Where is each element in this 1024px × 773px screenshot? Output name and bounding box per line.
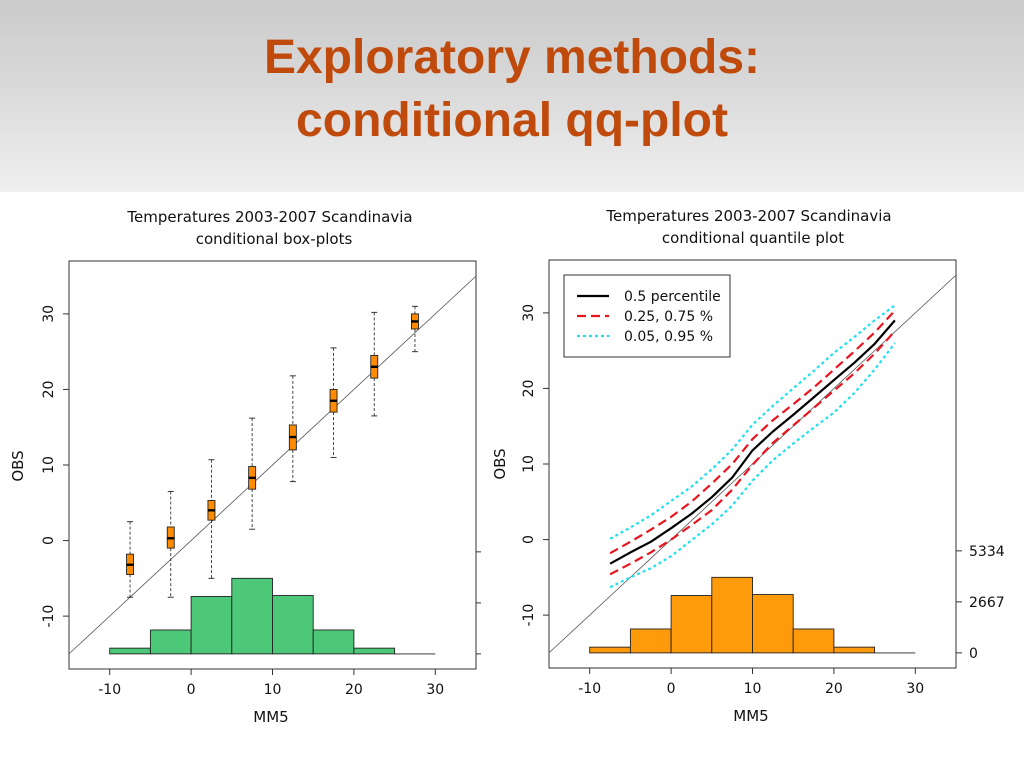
y-tick-label: 20	[521, 380, 537, 398]
y-tick-label: 10	[41, 456, 57, 474]
x-tick-label: 10	[744, 681, 762, 697]
x-tick-label: -10	[98, 682, 121, 698]
boxplot-panel: Temperatures 2003-2007 Scandinavia condi…	[0, 192, 481, 768]
histogram-bar	[109, 647, 151, 655]
x-tick-label: 10	[264, 682, 282, 698]
count-tick-label: 0	[969, 646, 978, 662]
x-tick-label: 20	[345, 682, 363, 698]
x-tick-label: 20	[825, 681, 843, 697]
y-axis-label: OBS	[491, 448, 509, 479]
legend-label: 0.25, 0.75 %	[624, 309, 713, 325]
chart-title: Temperatures 2003-2007 Scandinavia	[126, 208, 412, 226]
histogram-bar	[149, 629, 192, 655]
legend-label: 0.5 percentile	[624, 289, 721, 305]
histogram-bar	[353, 647, 396, 655]
boxplot-chart: Temperatures 2003-2007 Scandinavia condi…	[9, 208, 481, 726]
y-axis-label: OBS	[9, 450, 27, 481]
slide-title-line-1: Exploratory methods:	[263, 31, 761, 84]
quantile-line	[609, 319, 896, 565]
reference-line	[68, 275, 477, 655]
histogram-bar	[312, 629, 355, 655]
y-tick-label: -10	[41, 605, 57, 628]
quantile-line	[609, 330, 896, 576]
slide-title-line-2: conditional qq-plot	[296, 94, 728, 147]
legend-label: 0.05, 0.95 %	[624, 329, 713, 345]
histogram-bar	[752, 594, 794, 654]
histogram-bar	[833, 646, 876, 654]
quantile-chart: Temperatures 2003-2007 Scandinavia condi…	[491, 207, 1005, 725]
x-axis-label: MM5	[733, 707, 768, 725]
slide-header: Exploratory methods: conditional qq-plot	[0, 0, 1024, 192]
quantile-panel: Temperatures 2003-2007 Scandinavia condi…	[481, 192, 1024, 768]
chart-subtitle: conditional box-plots	[196, 230, 353, 248]
histogram-bar	[792, 628, 835, 654]
histogram-bar	[272, 595, 314, 655]
histogram-bar	[670, 595, 713, 654]
y-tick-label: -10	[521, 604, 537, 627]
count-tick-label: 2667	[969, 595, 1005, 611]
y-tick-label: 20	[41, 381, 57, 399]
histogram-bar	[190, 596, 233, 655]
histogram-bar	[231, 577, 273, 655]
quantile-line	[609, 342, 896, 589]
x-tick-label: -10	[578, 681, 601, 697]
quantile-line	[609, 309, 896, 555]
y-tick-label: 0	[41, 536, 57, 545]
histogram-bar	[589, 646, 631, 654]
x-tick-label: 0	[667, 681, 676, 697]
x-tick-label: 0	[187, 682, 196, 698]
chart-title: Temperatures 2003-2007 Scandinavia	[605, 207, 891, 225]
chart-subtitle: conditional quantile plot	[662, 229, 844, 247]
histogram-bar	[629, 628, 672, 654]
y-tick-label: 0	[521, 535, 537, 544]
x-tick-label: 30	[906, 681, 924, 697]
x-axis-label: MM5	[253, 708, 288, 726]
histogram-bar	[711, 576, 753, 654]
y-tick-label: 30	[41, 305, 57, 323]
x-tick-label: 30	[426, 682, 444, 698]
y-tick-label: 10	[521, 455, 537, 473]
count-tick-label: 5334	[969, 544, 1005, 560]
y-tick-label: 30	[521, 304, 537, 322]
quantile-line	[609, 304, 896, 540]
